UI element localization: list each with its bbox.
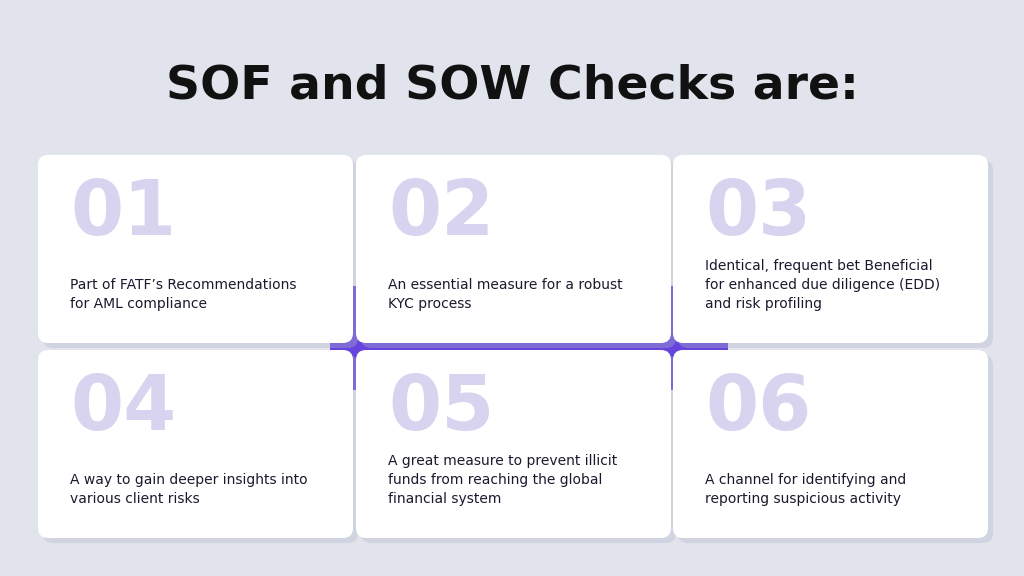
FancyBboxPatch shape	[678, 160, 993, 348]
Text: A channel for identifying and
reporting suspicious activity: A channel for identifying and reporting …	[705, 473, 906, 506]
Bar	[464, 248, 563, 428]
Text: 02: 02	[388, 177, 495, 251]
FancyBboxPatch shape	[361, 160, 676, 348]
Text: 01: 01	[70, 177, 176, 251]
FancyBboxPatch shape	[678, 355, 993, 543]
Text: A way to gain deeper insights into
various client risks: A way to gain deeper insights into vario…	[70, 473, 307, 506]
FancyBboxPatch shape	[356, 350, 671, 538]
FancyBboxPatch shape	[43, 160, 358, 348]
Text: 04: 04	[70, 372, 176, 446]
Text: A great measure to prevent illicit
funds from reaching the global
financial syst: A great measure to prevent illicit funds…	[388, 454, 617, 506]
FancyBboxPatch shape	[356, 155, 671, 343]
Bar	[330, 286, 728, 390]
Text: 06: 06	[705, 372, 811, 446]
Text: 05: 05	[388, 372, 495, 446]
FancyBboxPatch shape	[43, 355, 358, 543]
FancyBboxPatch shape	[38, 155, 353, 343]
FancyBboxPatch shape	[673, 350, 988, 538]
Text: SOF and SOW Checks are:: SOF and SOW Checks are:	[166, 63, 858, 108]
FancyBboxPatch shape	[361, 355, 676, 543]
FancyBboxPatch shape	[38, 350, 353, 538]
Text: An essential measure for a robust
KYC process: An essential measure for a robust KYC pr…	[388, 278, 623, 311]
Text: Part of FATF’s Recommendations
for AML compliance: Part of FATF’s Recommendations for AML c…	[70, 278, 297, 311]
Text: Identical, frequent bet Beneficial
for enhanced due diligence (EDD)
and risk pro: Identical, frequent bet Beneficial for e…	[705, 259, 940, 311]
Text: 03: 03	[705, 177, 811, 251]
FancyBboxPatch shape	[673, 155, 988, 343]
